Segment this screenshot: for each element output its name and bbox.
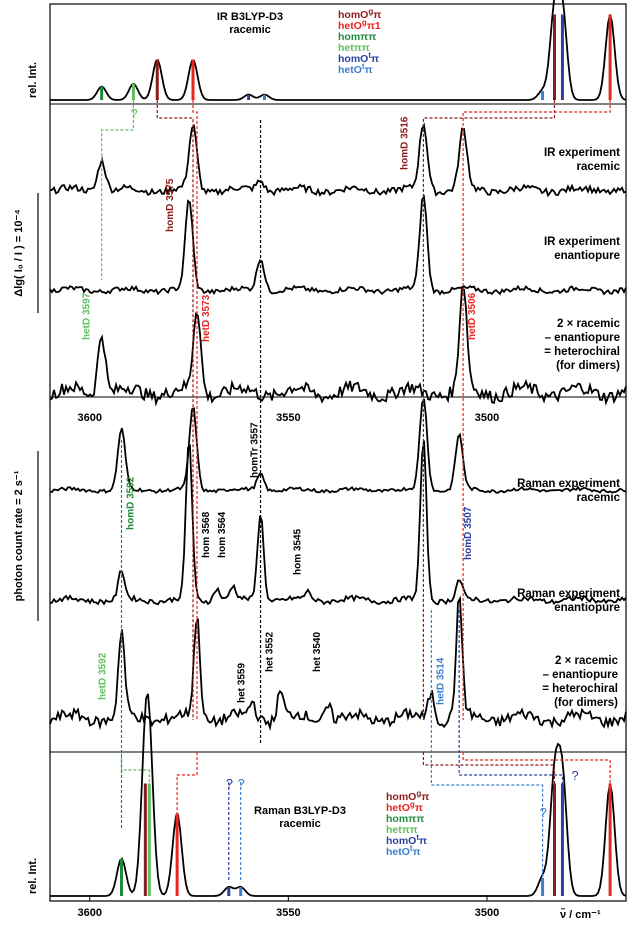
raman-diff-spectrum — [49, 595, 627, 732]
question-mark: ? — [540, 805, 547, 820]
raman-rac-title: Raman experiment — [517, 478, 620, 490]
peak-annotation: homD 3507 — [463, 506, 474, 560]
raman-diff-title: 2 × racemic — [555, 655, 619, 667]
question-mark: ? — [571, 768, 578, 783]
ir-rac-title: IR experiment — [544, 147, 620, 159]
ir-diff-line3: = heterochiral — [544, 346, 620, 358]
peak-annotation: hetD 3514 — [435, 657, 446, 705]
ir-sim-title: IR B3LYP-D3 — [217, 11, 283, 23]
ir-sim-curve — [50, 0, 627, 101]
ir-diff-title: 2 × racemic — [557, 318, 621, 330]
legend-entry: homOgπ — [338, 7, 381, 21]
legend-entry: hetππ — [386, 824, 418, 836]
raman-inner-tick-label: 3600 — [77, 412, 101, 424]
ir-enant-spectrum — [49, 194, 627, 296]
legend-entry: hetOtπ — [338, 62, 373, 76]
connector-line — [101, 100, 135, 280]
peak-annotation: hetD 3506 — [467, 292, 478, 340]
raman-sim-curve — [50, 693, 627, 897]
peak-annotation: het 3552 — [264, 632, 275, 672]
legend-entry: hetOgπ — [386, 800, 423, 814]
connector-line — [120, 752, 150, 830]
ir-sim-subtitle: racemic — [229, 24, 271, 36]
ir-diff-subtitle: – enantiopure — [545, 332, 620, 344]
raman-diff-line4: (for dimers) — [554, 697, 618, 709]
peak-annotation: het 3540 — [312, 632, 323, 672]
connector-line — [462, 752, 611, 820]
legend-entry: homOtπ — [386, 833, 427, 847]
legend-entry: homππ — [386, 813, 424, 825]
raman-enant-spectrum — [49, 440, 627, 606]
connector-line — [176, 752, 198, 830]
legend-entry: homOgπ — [386, 789, 429, 803]
peak-annotation: hetD 3592 — [98, 652, 109, 700]
x-tick-label: 3600 — [77, 907, 101, 919]
peak-annotation: homTr 3557 — [250, 422, 261, 478]
peak-annotation: hom 3568 — [201, 511, 212, 558]
ir-rac-subtitle: racemic — [577, 161, 621, 173]
raman-inner-tick-label: 3550 — [276, 412, 300, 424]
ir-diff-line4: (for dimers) — [556, 360, 620, 372]
legend-entry: homOtπ — [338, 51, 379, 65]
raman-sim-subtitle: racemic — [279, 818, 321, 830]
raman-enant-title: Raman experiment — [517, 588, 620, 600]
raman-enant-subtitle: enantiopure — [554, 602, 620, 614]
peak-annotation: homD 3592 — [125, 476, 136, 530]
raman-diff-line3: = heterochiral — [542, 683, 618, 695]
raman-inner-tick-label: 3500 — [475, 412, 499, 424]
raman-sim-ylabel: rel. Int. — [27, 858, 39, 894]
peak-annotation: homD 3575 — [165, 178, 176, 232]
question-mark: ? — [238, 776, 245, 791]
raman-rac-subtitle: racemic — [577, 492, 621, 504]
x-axis-label: ν̃ / cm⁻¹ — [560, 908, 601, 921]
plot-frame — [49, 3, 627, 902]
ir-sim-ylabel: rel. Int. — [27, 62, 39, 98]
connector-line — [156, 100, 194, 720]
ir-enant-title: IR experiment — [544, 236, 620, 248]
connector-line — [458, 610, 564, 820]
x-tick-label: 3550 — [276, 907, 300, 919]
legend-entry: homππ — [338, 31, 376, 43]
legend-entry: hetOtπ — [386, 844, 421, 858]
raman-sim-title: Raman B3LYP-D3 — [254, 805, 346, 817]
ir-scale-label: Δlg( I₀ / I ) = 10⁻⁴ — [13, 209, 25, 296]
connector-line — [422, 752, 556, 820]
peak-annotation: hetD 3573 — [201, 294, 212, 342]
raman-diff-subtitle: – enantiopure — [543, 669, 618, 681]
ir-rac-spectrum — [49, 122, 627, 198]
connector-line — [422, 100, 556, 720]
legend-entry: hetππ — [338, 42, 370, 54]
peak-annotation: hetD 3597 — [82, 292, 93, 340]
raman-rac-spectrum — [49, 398, 627, 495]
peak-annotation: homD 3516 — [400, 116, 411, 170]
peak-annotation: hom 3564 — [217, 511, 228, 558]
connector-line — [462, 100, 611, 720]
peak-annotation: het 3559 — [237, 663, 248, 703]
question-mark: ? — [226, 776, 233, 791]
legend-entry: hetOgπ1 — [338, 18, 381, 32]
question-mark: ? — [130, 106, 137, 121]
raman-scale-label: photon count rate = 2 s⁻¹ — [13, 470, 25, 601]
peak-annotation: hom 3545 — [292, 528, 303, 575]
connector-line — [192, 100, 198, 720]
connector-line — [430, 610, 544, 880]
x-tick-label: 3500 — [475, 907, 499, 919]
ir-diff-spectrum — [49, 285, 627, 407]
ir-enant-subtitle: enantiopure — [554, 250, 620, 262]
